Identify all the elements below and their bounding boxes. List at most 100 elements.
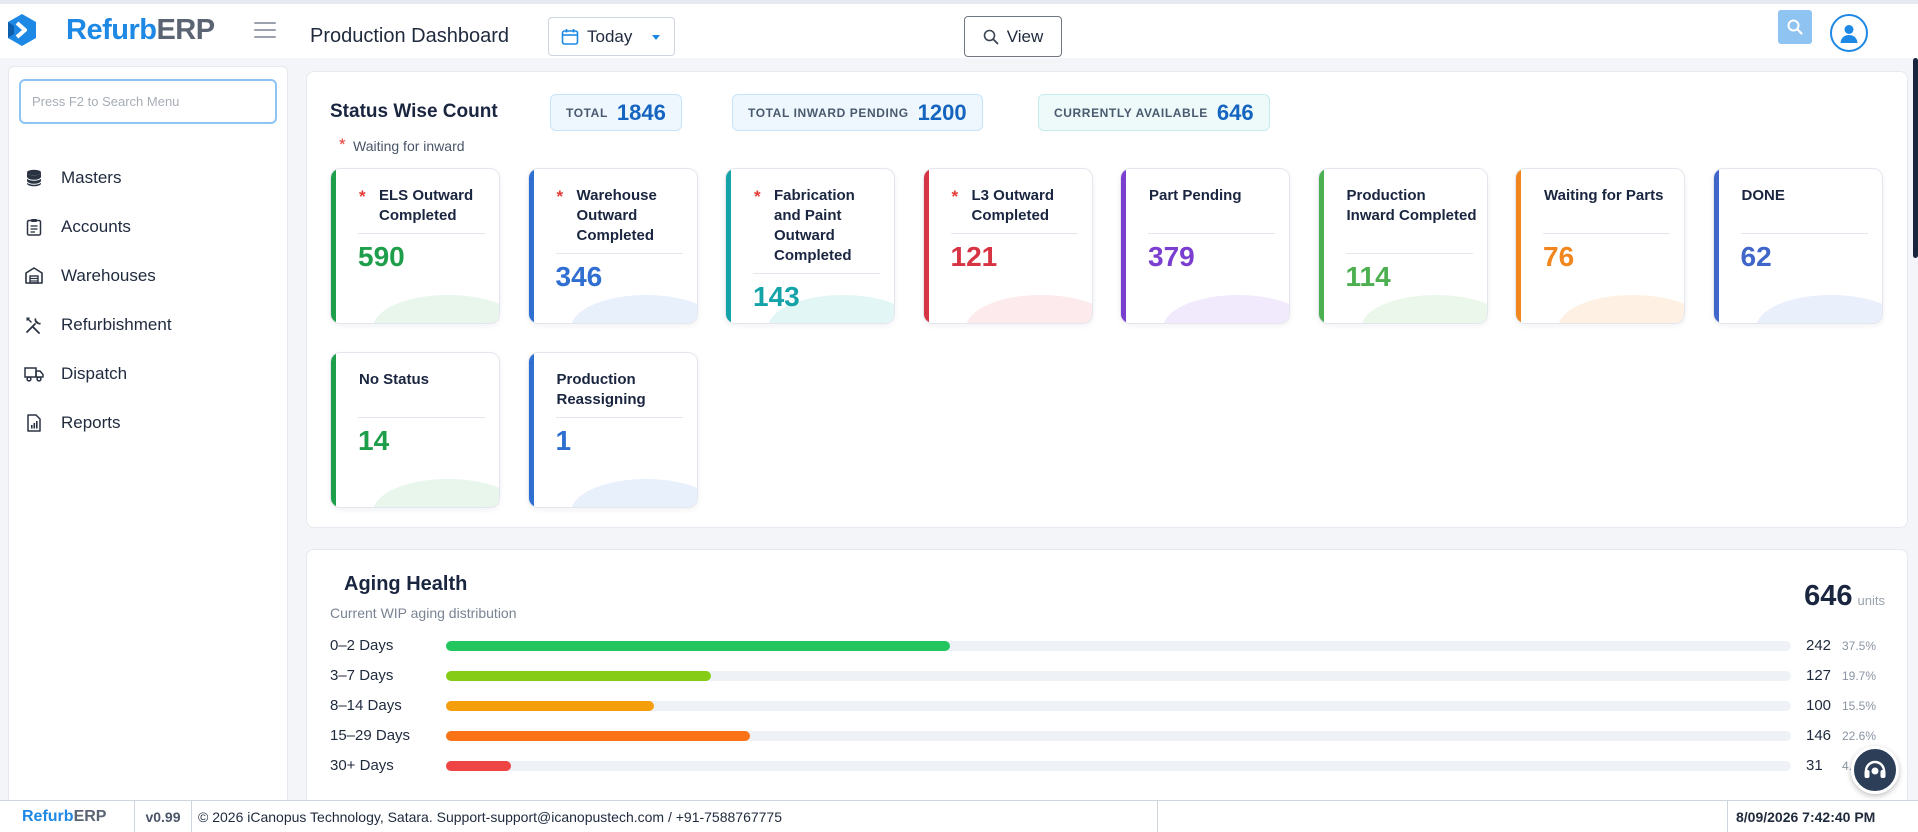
asterisk-icon: * <box>339 135 346 154</box>
total-pill: TOTAL 1846 <box>550 94 682 131</box>
status-card-divider <box>1148 233 1275 234</box>
tools-icon <box>23 314 45 336</box>
status-card-title: Production Reassigning <box>556 371 646 408</box>
status-card[interactable]: Production Reassigning 1 <box>527 352 698 508</box>
aging-row-label: 8–14 Days <box>330 697 402 714</box>
pill-label: TOTAL INWARD PENDING <box>748 105 909 120</box>
status-card[interactable]: Production Inward Completed 114 <box>1317 168 1488 324</box>
aging-progress-fill <box>446 761 511 771</box>
status-card-title: Warehouse Outward Completed <box>576 187 657 244</box>
sidebar-menu: Masters Accounts Warehouses Refurbishmen… <box>9 153 287 447</box>
view-button[interactable]: View <box>964 16 1062 57</box>
status-card-value: 76 <box>1543 241 1575 272</box>
sidebar-item-label: Masters <box>61 167 122 187</box>
status-card[interactable]: Waiting for Parts 76 <box>1515 168 1685 324</box>
pill-value: 646 <box>1216 99 1254 125</box>
aging-row: 30+ Days314.8% <box>330 756 1890 776</box>
status-card[interactable]: * Warehouse Outward Completed 346 <box>527 168 698 324</box>
status-card-value: 14 <box>358 425 390 456</box>
status-card-divider <box>950 233 1078 234</box>
aging-row: 15–29 Days 146 22.6% <box>330 726 1890 746</box>
status-card-decoration <box>965 295 1092 323</box>
app-logo[interactable]: RefurbERP <box>4 12 215 48</box>
status-card-value: 143 <box>753 281 800 312</box>
status-card-title: L3 Outward Completed <box>971 187 1055 224</box>
status-card[interactable]: DONE 62 <box>1712 168 1883 324</box>
top-header: RefurbERP Production Dashboard Today Vie… <box>0 0 1918 58</box>
status-card-title: DONE <box>1741 187 1785 204</box>
support-chat-button[interactable] <box>1851 746 1899 794</box>
status-card-decoration <box>570 479 697 507</box>
status-card[interactable]: * Fabrication and Paint Outward Completed… <box>725 168 895 324</box>
brand-part-b: ERP <box>156 13 215 46</box>
menu-toggle-icon[interactable] <box>254 22 276 38</box>
status-card-title: Part Pending <box>1149 187 1242 204</box>
status-card[interactable]: * L3 Outward Completed 121 <box>922 168 1093 324</box>
aging-progress-track <box>446 731 1791 741</box>
sidebar-item-masters[interactable]: Masters <box>9 153 287 202</box>
status-card-divider <box>358 233 485 234</box>
status-card-divider <box>1543 233 1670 234</box>
sidebar-item-label: Accounts <box>61 216 131 236</box>
headset-icon <box>1864 760 1886 778</box>
inward-note: * Waiting for inward <box>339 135 465 154</box>
aging-total-value: 646 <box>1804 580 1853 612</box>
chevron-down-icon <box>652 35 660 40</box>
status-card-decoration <box>1360 295 1487 323</box>
global-search-button[interactable] <box>1778 10 1812 44</box>
status-card-decoration <box>1163 295 1289 323</box>
aging-total-unit: units <box>1857 593 1885 608</box>
status-card[interactable]: Part Pending 379 <box>1120 168 1290 324</box>
footer-datetime: 8/09/2026 7:42:40 PM <box>1736 808 1876 825</box>
status-card-divider <box>555 417 683 418</box>
aging-total: 646 units <box>1804 580 1885 613</box>
sidebar-item-accounts[interactable]: Accounts <box>9 202 287 251</box>
truck-icon <box>23 363 45 385</box>
aging-progress-fill <box>446 641 950 651</box>
footer: Refurb ERP v0.99 © 2026 iCanopus Technolo… <box>0 800 1918 832</box>
calendar-icon <box>561 28 579 45</box>
aging-health-panel: Aging Health Current WIP aging distribut… <box>306 549 1908 832</box>
sidebar-item-warehouses[interactable]: Warehouses <box>9 251 287 300</box>
status-card-value: 62 <box>1740 241 1772 272</box>
menu-search-input[interactable] <box>19 79 277 124</box>
status-card-divider <box>753 273 880 274</box>
aging-row-count: 242 <box>1806 637 1832 654</box>
status-card-accent <box>1121 169 1126 323</box>
status-card-accent <box>331 169 336 323</box>
asterisk-icon: * <box>359 187 366 206</box>
search-icon <box>983 29 999 44</box>
sidebar-item-label: Warehouses <box>61 265 156 285</box>
inward-note-text: Waiting for inward <box>353 138 465 154</box>
status-card-divider <box>555 253 683 254</box>
footer-brand: Refurb ERP <box>0 800 135 832</box>
status-card-accent <box>1713 169 1719 323</box>
logo-icon <box>4 12 40 48</box>
sidebar-item-reports[interactable]: Reports <box>9 398 287 447</box>
status-card-value: 346 <box>555 261 603 292</box>
status-card-title: ELS Outward Completed <box>379 187 474 224</box>
status-card[interactable]: No Status 14 <box>330 352 500 508</box>
aging-row-label: 0–2 Days <box>330 637 394 654</box>
sidebar-item-label: Refurbishment <box>61 314 172 334</box>
user-avatar[interactable] <box>1830 14 1868 52</box>
inward-pending-pill: TOTAL INWARD PENDING 1200 <box>732 94 983 131</box>
page-scrollbar[interactable] <box>1913 58 1918 258</box>
status-card-divider <box>1740 233 1868 234</box>
sidebar-item-label: Reports <box>61 412 121 432</box>
status-card-decoration <box>373 295 499 323</box>
sidebar-item-dispatch[interactable]: Dispatch <box>9 349 287 398</box>
aging-row: 0–2 Days 242 37.5% <box>330 636 1890 656</box>
aging-row-count: 146 <box>1806 727 1832 744</box>
aging-row-percent: 22.6% <box>1842 729 1877 743</box>
aging-progress-track <box>446 671 1791 681</box>
period-label: Today <box>587 26 633 46</box>
database-icon <box>23 167 45 189</box>
status-card[interactable]: * ELS Outward Completed 590 <box>330 168 500 324</box>
status-card-decoration <box>1558 295 1684 323</box>
brand-name: RefurbERP <box>66 14 215 47</box>
period-dropdown[interactable]: Today <box>548 17 675 56</box>
sidebar-item-refurbishment[interactable]: Refurbishment <box>9 300 287 349</box>
status-card-value: 1 <box>555 425 572 456</box>
footer-brand-part-b: ERP <box>73 807 107 825</box>
